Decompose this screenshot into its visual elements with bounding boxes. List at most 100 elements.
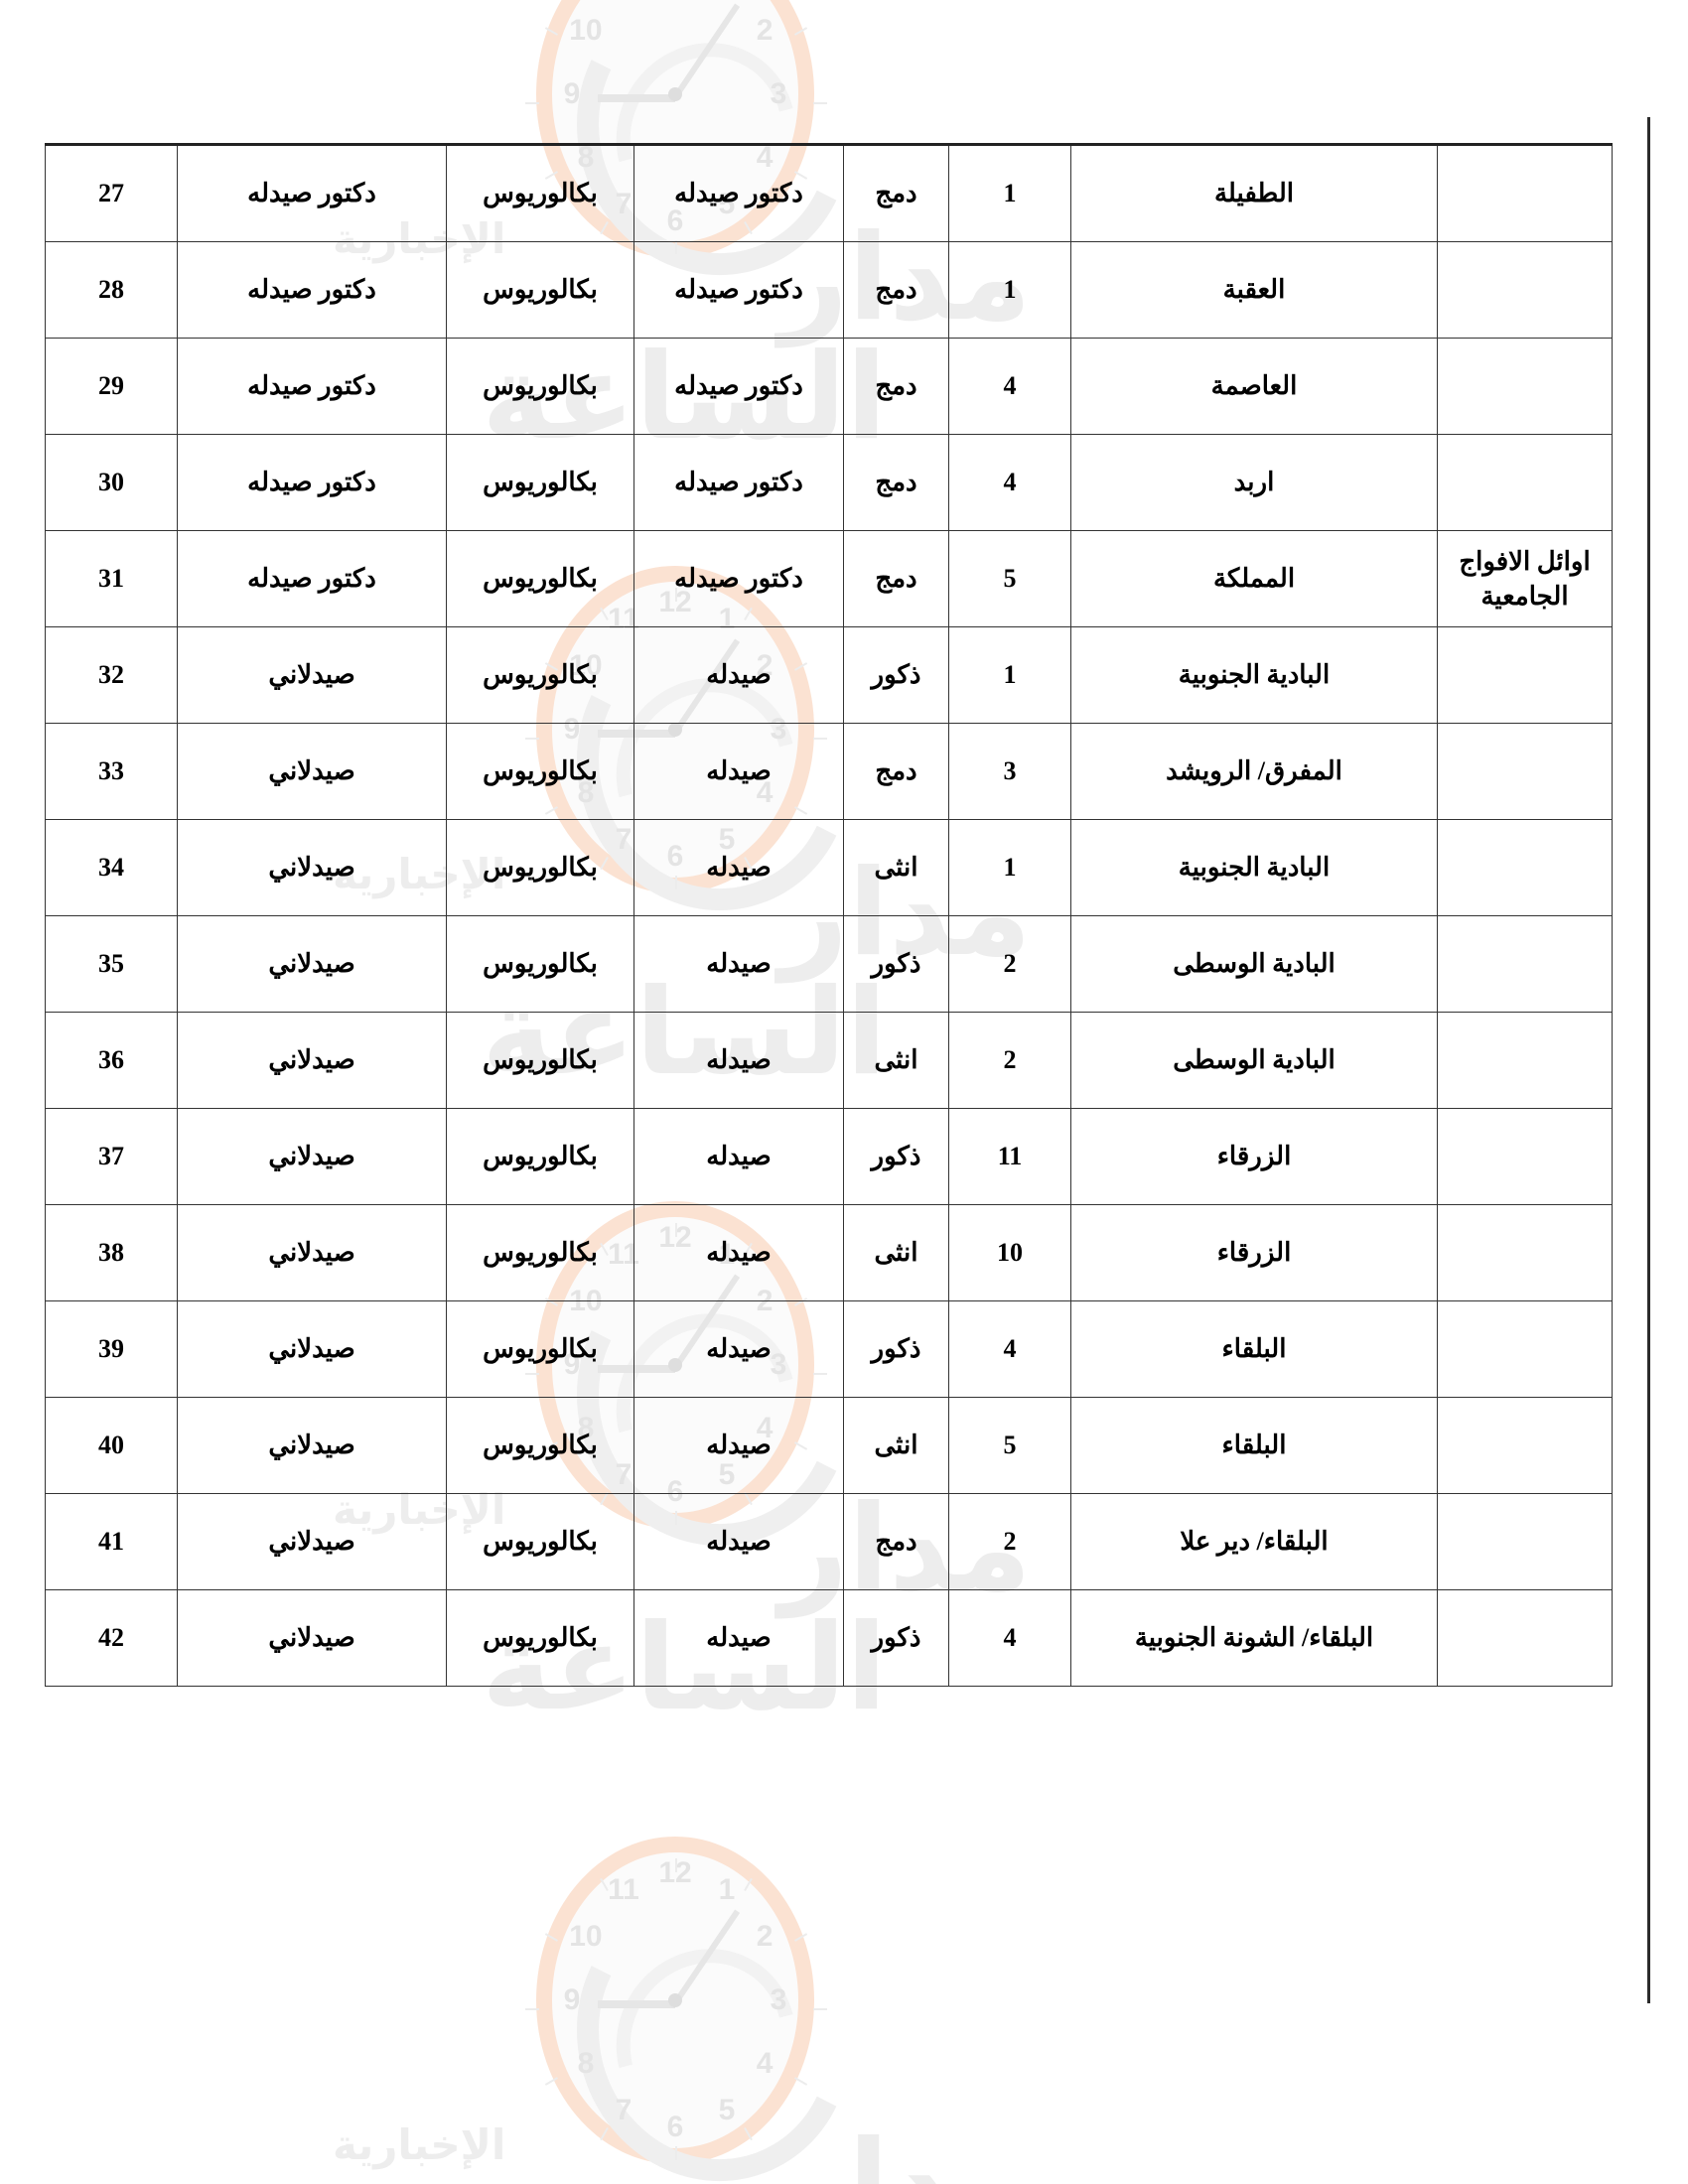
cell-num: 35: [45, 915, 178, 1013]
table-row: البلقاء/ الشونة الجنوبية 4 ذكور صيدله بكالور…: [45, 1589, 1613, 1687]
cell-degree: بكالوريوس: [446, 241, 634, 339]
cell-spec: دكتور صيدله: [633, 338, 844, 435]
cell-count: 2: [948, 1012, 1071, 1109]
cell-spec: صيدله: [633, 1204, 844, 1301]
cell-count: 5: [948, 1397, 1071, 1494]
cell-region: البادية الوسطى: [1070, 915, 1438, 1013]
cell-degree: بكالوريوس: [446, 1108, 634, 1205]
cell-gender: دمج: [843, 1493, 949, 1590]
cell-num: 39: [45, 1300, 178, 1398]
cell-region: اربد: [1070, 434, 1438, 531]
table-row: البادية الوسطى 2 انثى صيدله بكالوريوس صيدلاني…: [45, 1012, 1613, 1109]
cell-region: البلقاء/ الشونة الجنوبية: [1070, 1589, 1438, 1687]
table-row: الزرقاء 11 ذكور صيدله بكالوريوس صيدلاني 37: [45, 1108, 1613, 1205]
cell-note: [1437, 915, 1613, 1013]
cell-spec: دكتور صيدله: [633, 241, 844, 339]
cell-region: البادية الجنوبية: [1070, 626, 1438, 724]
cell-gender: انثى: [843, 1012, 949, 1109]
cell-title: دكتور صيدله: [177, 434, 447, 531]
cell-degree: بكالوريوس: [446, 915, 634, 1013]
cell-title: صيدلاني: [177, 1397, 447, 1494]
cell-note: [1437, 723, 1613, 820]
cell-spec: صيدله: [633, 1108, 844, 1205]
cell-region: المملكة: [1070, 530, 1438, 627]
cell-spec: صيدله: [633, 1012, 844, 1109]
cell-spec: صيدله: [633, 1589, 844, 1687]
cell-degree: بكالوريوس: [446, 626, 634, 724]
cell-spec: صيدله: [633, 723, 844, 820]
cell-count: 10: [948, 1204, 1071, 1301]
cell-gender: دمج: [843, 143, 949, 242]
cell-gender: ذكور: [843, 1589, 949, 1687]
table-row: الطفيلة 1 دمج دكتور صيدله بكالوريوس دكتور صيد…: [45, 143, 1613, 242]
cell-count: 1: [948, 819, 1071, 916]
vacancy-table: الطفيلة 1 دمج دكتور صيدله بكالوريوس دكتور صيد…: [45, 143, 1613, 1687]
cell-region: البلقاء: [1070, 1300, 1438, 1398]
cell-note: [1437, 1108, 1613, 1205]
cell-count: 1: [948, 241, 1071, 339]
cell-title: صيدلاني: [177, 1108, 447, 1205]
cell-spec: صيدله: [633, 819, 844, 916]
cell-degree: بكالوريوس: [446, 530, 634, 627]
cell-count: 11: [948, 1108, 1071, 1205]
cell-note: [1437, 1397, 1613, 1494]
cell-gender: دمج: [843, 241, 949, 339]
cell-num: 37: [45, 1108, 178, 1205]
cell-gender: دمج: [843, 338, 949, 435]
table-row: البلقاء 5 انثى صيدله بكالوريوس صيدلاني 40: [45, 1397, 1613, 1494]
cell-num: 38: [45, 1204, 178, 1301]
cell-spec: صيدله: [633, 1397, 844, 1494]
cell-gender: ذكور: [843, 1300, 949, 1398]
cell-gender: انثى: [843, 1397, 949, 1494]
page-margin-rule: [1647, 117, 1650, 2003]
cell-num: 42: [45, 1589, 178, 1687]
cell-region: الزرقاء: [1070, 1108, 1438, 1205]
cell-region: البادية الجنوبية: [1070, 819, 1438, 916]
cell-title: دكتور صيدله: [177, 143, 447, 242]
cell-region: البادية الوسطى: [1070, 1012, 1438, 1109]
cell-title: دكتور صيدله: [177, 530, 447, 627]
cell-gender: ذكور: [843, 915, 949, 1013]
cell-num: 28: [45, 241, 178, 339]
cell-title: صيدلاني: [177, 1493, 447, 1590]
cell-note: [1437, 338, 1613, 435]
table-row: البلقاء 4 ذكور صيدله بكالوريوس صيدلاني 39: [45, 1300, 1613, 1398]
cell-degree: بكالوريوس: [446, 1204, 634, 1301]
cell-note: [1437, 1589, 1613, 1687]
cell-spec: صيدله: [633, 1300, 844, 1398]
cell-num: 31: [45, 530, 178, 627]
cell-degree: بكالوريوس: [446, 434, 634, 531]
cell-degree: بكالوريوس: [446, 143, 634, 242]
cell-num: 41: [45, 1493, 178, 1590]
cell-spec: صيدله: [633, 915, 844, 1013]
cell-num: 33: [45, 723, 178, 820]
cell-title: صيدلاني: [177, 1204, 447, 1301]
cell-count: 4: [948, 1589, 1071, 1687]
cell-count: 4: [948, 338, 1071, 435]
table-row: البادية الوسطى 2 ذكور صيدله بكالوريوس صيدلاني…: [45, 915, 1613, 1013]
cell-count: 3: [948, 723, 1071, 820]
cell-gender: دمج: [843, 434, 949, 531]
table-row: البادية الجنوبية 1 ذكور صيدله بكالوريوس صيدلا…: [45, 626, 1613, 724]
cell-region: البلقاء: [1070, 1397, 1438, 1494]
table-row: البلقاء/ دير علا 2 دمج صيدله بكالوريوس صيدلان…: [45, 1493, 1613, 1590]
cell-title: دكتور صيدله: [177, 338, 447, 435]
cell-num: 29: [45, 338, 178, 435]
cell-num: 36: [45, 1012, 178, 1109]
cell-note: [1437, 143, 1613, 242]
cell-note: [1437, 819, 1613, 916]
cell-num: 27: [45, 143, 178, 242]
cell-note: [1437, 1300, 1613, 1398]
cell-region: الطفيلة: [1070, 143, 1438, 242]
cell-spec: دكتور صيدله: [633, 530, 844, 627]
cell-note: [1437, 626, 1613, 724]
cell-count: 2: [948, 915, 1071, 1013]
table-row: اوائل الافواج الجامعية المملكة 5 دمج دكتور ص…: [45, 530, 1613, 627]
cell-count: 4: [948, 434, 1071, 531]
cell-gender: انثى: [843, 1204, 949, 1301]
cell-spec: صيدله: [633, 1493, 844, 1590]
cell-note: [1437, 1493, 1613, 1590]
cell-spec: دكتور صيدله: [633, 434, 844, 531]
table-row: المفرق/ الرويشد 3 دمج صيدله بكالوريوس صيدلاني…: [45, 723, 1613, 820]
cell-title: صيدلاني: [177, 626, 447, 724]
